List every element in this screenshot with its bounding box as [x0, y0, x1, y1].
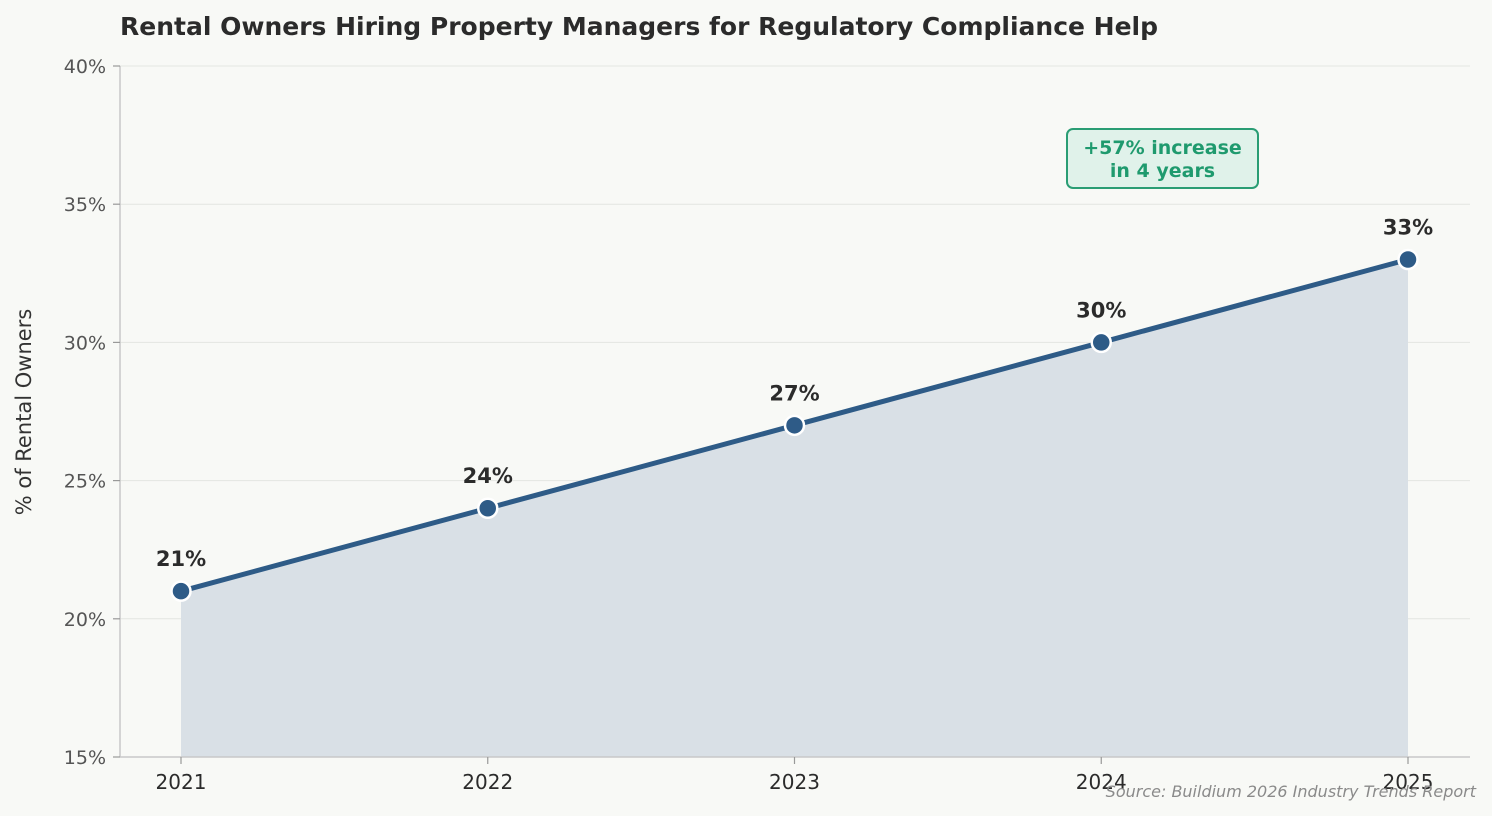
data-point — [477, 497, 499, 519]
data-labels: 21% 24% 27% 30% 33% — [156, 215, 1433, 571]
data-label: 21% — [156, 547, 206, 571]
area-layer — [181, 259, 1408, 757]
y-axis-ticks: 15% 20% 25% 30% 35% 40% — [64, 56, 120, 769]
data-point — [1090, 331, 1112, 354]
data-point — [170, 580, 192, 602]
data-point — [783, 414, 806, 437]
source-note: Source: Buildium 2026 Industry Trends Re… — [1106, 782, 1477, 801]
y-axis-label: % of Rental Owners — [12, 309, 36, 516]
annotation-box: +57% increase in 4 years — [1066, 128, 1259, 189]
chart-title: Rental Owners Hiring Property Managers f… — [120, 12, 1158, 41]
y-tick-label: 15% — [64, 747, 106, 769]
area-fill — [181, 259, 1408, 757]
data-label: 24% — [463, 464, 513, 488]
data-point — [1397, 248, 1419, 271]
x-tick-label: 2024 — [1076, 770, 1127, 794]
x-tick-label: 2022 — [462, 770, 513, 794]
x-tick-label: 2023 — [769, 770, 820, 794]
y-tick-label: 20% — [64, 609, 106, 631]
y-tick-label: 30% — [64, 332, 106, 354]
annotation-rect — [1066, 128, 1259, 189]
annotation-line1: +57% increase — [1083, 137, 1242, 159]
annotation-line2: in 4 years — [1110, 160, 1215, 182]
y-tick-label: 25% — [64, 471, 106, 493]
x-axis-ticks: 2021 2022 2023 2024 2025 — [156, 757, 1434, 794]
data-label: 30% — [1076, 298, 1126, 322]
data-label: 33% — [1383, 215, 1433, 239]
series-layer — [170, 248, 1419, 602]
x-tick-label: 2025 — [1383, 770, 1434, 794]
x-tick-label: 2021 — [156, 770, 207, 794]
y-tick-label: 35% — [64, 194, 106, 216]
data-label: 27% — [769, 381, 819, 405]
y-tick-label: 40% — [64, 56, 106, 78]
